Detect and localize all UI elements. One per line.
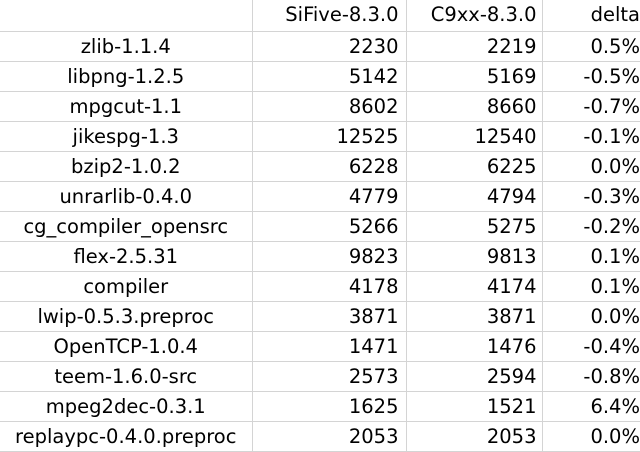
header-cell-c9xx[interactable]: C9xx-8.3.0 bbox=[406, 0, 543, 32]
cell-sifive-value[interactable]: 5266 bbox=[252, 211, 407, 242]
cell-delta-value[interactable]: 6.4% bbox=[542, 391, 640, 422]
cell-c9xx-value[interactable]: 5169 bbox=[406, 61, 543, 92]
cell-sifive-value[interactable]: 4779 bbox=[252, 181, 407, 212]
cell-benchmark-name[interactable]: jikespg-1.3 bbox=[0, 121, 253, 152]
cell-c9xx-value[interactable]: 9813 bbox=[406, 241, 543, 272]
cell-delta-value[interactable]: -0.7% bbox=[542, 91, 640, 122]
cell-c9xx-value[interactable]: 6225 bbox=[406, 151, 543, 182]
cell-sifive-value[interactable]: 1625 bbox=[252, 391, 407, 422]
table-row: libpng-1.2.5 5142 5169 -0.5% bbox=[0, 61, 640, 92]
table-row: flex-2.5.31 9823 9813 0.1% bbox=[0, 241, 640, 272]
table-row: jikespg-1.3 12525 12540 -0.1% bbox=[0, 121, 640, 152]
table-row: lwip-0.5.3.preproc 3871 3871 0.0% bbox=[0, 301, 640, 332]
cell-benchmark-name[interactable]: mpgcut-1.1 bbox=[0, 91, 253, 122]
header-cell-delta[interactable]: delta bbox=[542, 0, 640, 32]
table-row: replaypc-0.4.0.preproc 2053 2053 0.0% bbox=[0, 421, 640, 452]
cell-sifive-value[interactable]: 9823 bbox=[252, 241, 407, 272]
cell-delta-value[interactable]: -0.1% bbox=[542, 121, 640, 152]
cell-sifive-value[interactable]: 6228 bbox=[252, 151, 407, 182]
cell-benchmark-name[interactable]: bzip2-1.0.2 bbox=[0, 151, 253, 182]
cell-sifive-value[interactable]: 2053 bbox=[252, 421, 407, 452]
cell-delta-value[interactable]: -0.2% bbox=[542, 211, 640, 242]
cell-delta-value[interactable]: 0.5% bbox=[542, 31, 640, 62]
cell-c9xx-value[interactable]: 4174 bbox=[406, 271, 543, 302]
table-row: unrarlib-0.4.0 4779 4794 -0.3% bbox=[0, 181, 640, 212]
cell-sifive-value[interactable]: 2230 bbox=[252, 31, 407, 62]
cell-benchmark-name[interactable]: OpenTCP-1.0.4 bbox=[0, 331, 253, 362]
cell-c9xx-value[interactable]: 8660 bbox=[406, 91, 543, 122]
cell-c9xx-value[interactable]: 1476 bbox=[406, 331, 543, 362]
cell-benchmark-name[interactable]: libpng-1.2.5 bbox=[0, 61, 253, 92]
table-row: teem-1.6.0-src 2573 2594 -0.8% bbox=[0, 361, 640, 392]
cell-delta-value[interactable]: -0.4% bbox=[542, 331, 640, 362]
cell-c9xx-value[interactable]: 5275 bbox=[406, 211, 543, 242]
cell-benchmark-name[interactable]: flex-2.5.31 bbox=[0, 241, 253, 272]
cell-sifive-value[interactable]: 3871 bbox=[252, 301, 407, 332]
cell-c9xx-value[interactable]: 2053 bbox=[406, 421, 543, 452]
cell-delta-value[interactable]: 0.0% bbox=[542, 151, 640, 182]
cell-benchmark-name[interactable]: teem-1.6.0-src bbox=[0, 361, 253, 392]
cell-sifive-value[interactable]: 2573 bbox=[252, 361, 407, 392]
cell-benchmark-name[interactable]: compiler bbox=[0, 271, 253, 302]
cell-sifive-value[interactable]: 4178 bbox=[252, 271, 407, 302]
cell-benchmark-name[interactable]: replaypc-0.4.0.preproc bbox=[0, 421, 253, 452]
table-row: compiler 4178 4174 0.1% bbox=[0, 271, 640, 302]
cell-c9xx-value[interactable]: 3871 bbox=[406, 301, 543, 332]
cell-delta-value[interactable]: -0.3% bbox=[542, 181, 640, 212]
cell-delta-value[interactable]: 0.1% bbox=[542, 271, 640, 302]
table-row: bzip2-1.0.2 6228 6225 0.0% bbox=[0, 151, 640, 182]
cell-sifive-value[interactable]: 5142 bbox=[252, 61, 407, 92]
cell-benchmark-name[interactable]: lwip-0.5.3.preproc bbox=[0, 301, 253, 332]
cell-delta-value[interactable]: -0.8% bbox=[542, 361, 640, 392]
header-cell-sifive[interactable]: SiFive-8.3.0 bbox=[252, 0, 407, 32]
cell-c9xx-value[interactable]: 4794 bbox=[406, 181, 543, 212]
cell-c9xx-value[interactable]: 1521 bbox=[406, 391, 543, 422]
table-row: mpgcut-1.1 8602 8660 -0.7% bbox=[0, 91, 640, 122]
cell-benchmark-name[interactable]: cg_compiler_opensrc bbox=[0, 211, 253, 242]
table-row: mpeg2dec-0.3.1 1625 1521 6.4% bbox=[0, 391, 640, 422]
cell-c9xx-value[interactable]: 2594 bbox=[406, 361, 543, 392]
header-cell-name[interactable] bbox=[0, 0, 253, 32]
table-row: OpenTCP-1.0.4 1471 1476 -0.4% bbox=[0, 331, 640, 362]
cell-delta-value[interactable]: 0.0% bbox=[542, 301, 640, 332]
table-row: zlib-1.1.4 2230 2219 0.5% bbox=[0, 31, 640, 62]
header-row: SiFive-8.3.0 C9xx-8.3.0 delta bbox=[0, 0, 640, 32]
cell-c9xx-value[interactable]: 2219 bbox=[406, 31, 543, 62]
table-row: cg_compiler_opensrc 5266 5275 -0.2% bbox=[0, 211, 640, 242]
cell-benchmark-name[interactable]: zlib-1.1.4 bbox=[0, 31, 253, 62]
cell-benchmark-name[interactable]: unrarlib-0.4.0 bbox=[0, 181, 253, 212]
cell-sifive-value[interactable]: 12525 bbox=[252, 121, 407, 152]
cell-delta-value[interactable]: 0.0% bbox=[542, 421, 640, 452]
cell-delta-value[interactable]: 0.1% bbox=[542, 241, 640, 272]
cell-c9xx-value[interactable]: 12540 bbox=[406, 121, 543, 152]
cell-benchmark-name[interactable]: mpeg2dec-0.3.1 bbox=[0, 391, 253, 422]
cell-sifive-value[interactable]: 8602 bbox=[252, 91, 407, 122]
cell-sifive-value[interactable]: 1471 bbox=[252, 331, 407, 362]
cell-delta-value[interactable]: -0.5% bbox=[542, 61, 640, 92]
